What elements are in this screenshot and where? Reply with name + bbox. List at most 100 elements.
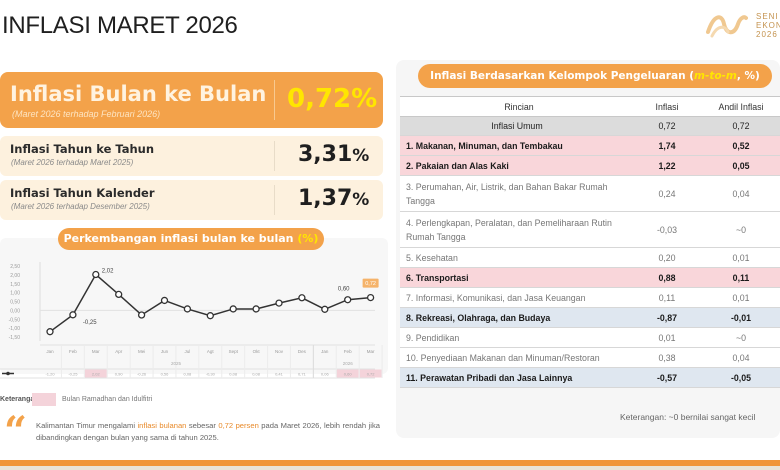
x-tick-label: Sept [229, 349, 239, 354]
x-tick-label: Agt [207, 349, 215, 354]
mom-line-chart: 2,50 2,00 1,50 1,00 0,50 0,00 -0,50 -1,00 -1,50 J… [0, 262, 383, 379]
logo-line-2: EKONO [756, 21, 780, 30]
table-row-general: Inflasi Umum 0,72 0,72 [400, 116, 780, 136]
logo-line-1: SENI [756, 12, 779, 21]
data-label: 0,60 [338, 287, 350, 293]
quote-icon: “ [4, 408, 28, 455]
ytd-subtitle: (Maret 2026 terhadap Desember 2025) [11, 202, 150, 211]
row-name: 11. Perawatan Pribadi dan Jasa Lainnya [400, 367, 632, 388]
highlight-cell [359, 369, 382, 378]
chart-title-unit: (%) [297, 232, 319, 245]
row-name: 5. Kesehatan [400, 247, 632, 268]
data-point [229, 305, 237, 313]
summary-text: Kalimantan Timur mengalami inflasi bulan… [36, 420, 380, 444]
value-cell: 0,41 [275, 372, 284, 377]
row-name: 4. Perlengkapan, Peralatan, dan Pemeliha… [400, 211, 632, 248]
summary-highlight-2: 0,72 persen [218, 421, 259, 430]
logo-line-3: 2026 [756, 30, 778, 39]
x-tick-label: Jan [46, 349, 54, 354]
highlight-cell [336, 369, 359, 378]
value-cell: 0,56 [161, 372, 170, 377]
table-row: 9. Pendidikan 0,01 ~0 [400, 327, 780, 348]
ytd-unit: % [352, 190, 370, 210]
logo-text: SENI EKONO 2026 [756, 12, 780, 39]
y-tick-label: 1,00 [10, 291, 20, 297]
y-tick-label: 2,00 [10, 273, 20, 279]
x-tick-label: Jun [161, 349, 169, 354]
y-tick-label: 1,50 [10, 282, 20, 288]
data-point [321, 305, 329, 313]
row-name: 6. Transportasi [400, 267, 632, 288]
data-label: -0,25 [83, 320, 97, 326]
legend-swatch [32, 393, 56, 406]
table-row: 1. Makanan, Minuman, dan Tembakau 1,74 0,5… [400, 135, 780, 156]
x-tick-label: Okt [253, 349, 261, 354]
row-inflasi: 0,38 [632, 347, 702, 368]
highlight-cell [84, 369, 107, 378]
footer-strip [0, 466, 780, 470]
series-line [49, 273, 371, 333]
row-name: 8. Rekreasi, Olahraga, dan Budaya [400, 307, 632, 328]
ytd-value: 1,37% [298, 186, 369, 211]
x-tick-label: Nov [275, 349, 284, 354]
data-label: 0,72 [365, 281, 376, 287]
year-label: 2026 [343, 361, 354, 366]
value-cell: 0,08 [184, 372, 193, 377]
x-tick-label: Jan [321, 349, 329, 354]
data-point [92, 270, 100, 279]
chart-title-text: Perkembangan inflasi bulan ke bulan [63, 232, 298, 245]
yoy-number: 3,31 [298, 142, 353, 167]
row-inflasi: -0,57 [632, 367, 702, 388]
data-point [46, 328, 54, 336]
mom-inflation-card: Inflasi Bulan ke Bulan (Maret 2026 terha… [0, 72, 383, 128]
value-cell: -1,20 [45, 372, 55, 377]
header-inflasi: Inflasi [632, 96, 702, 117]
table-row: 8. Rekreasi, Olahraga, dan Budaya -0,87 -0… [400, 307, 780, 328]
mom-subtitle: (Maret 2026 terhadap Februari 2026) [12, 109, 161, 119]
row-name: 10. Penyediaan Makanan dan Minuman/Resto… [400, 347, 632, 368]
divider [274, 80, 275, 120]
yoy-subtitle: (Maret 2026 terhadap Maret 2025) [11, 158, 134, 167]
mom-value: 0,72% [287, 84, 378, 114]
table-title: Inflasi Berdasarkan Kelompok Pengeluaran… [418, 64, 772, 88]
row-andil: 0,05 [702, 155, 780, 176]
table-row: 11. Perawatan Pribadi dan Jasa Lainnya -0… [400, 367, 780, 388]
value-cell: -0,30 [206, 372, 216, 377]
value-cell: 0,06 [321, 372, 330, 377]
value-cell: 2,02 [92, 372, 101, 377]
y-tick-label: 2,50 [10, 264, 20, 270]
y-tick-label: 0,50 [10, 300, 20, 306]
row-inflasi: -0,87 [632, 307, 702, 328]
row-andil: 0,04 [702, 347, 780, 368]
row-name: 1. Makanan, Minuman, dan Tembakau [400, 135, 632, 156]
x-tick-label: Jul [185, 349, 191, 354]
x-tick-label: Mar [367, 349, 375, 354]
table-note: Keterangan: ~0 bernilai sangat kecil [620, 412, 756, 422]
row-name: Inflasi Umum [400, 116, 632, 136]
legend-label: Keterangan: [0, 396, 41, 403]
data-point [275, 299, 283, 307]
page-title: INFLASI MARET 2026 [2, 12, 238, 39]
row-name: 9. Pendidikan [400, 327, 632, 348]
value-cell: -0,26 [137, 372, 147, 377]
legend-text: Bulan Ramadhan dan Idulfitri [62, 396, 153, 403]
row-andil: 0,52 [702, 135, 780, 156]
data-point [206, 312, 214, 320]
summary-highlight-1: inflasi bulanan [137, 421, 187, 430]
value-cell: 0,60 [344, 372, 353, 377]
row-andil: -0,01 [702, 307, 780, 328]
x-tick-label: Feb [69, 349, 77, 354]
value-cell: 0,08 [252, 372, 261, 377]
value-cell: 0,72 [367, 372, 376, 377]
row-name: 2. Pakaian dan Alas Kaki [400, 155, 632, 176]
ytd-label: Inflasi Tahun Kalender [10, 186, 155, 200]
row-andil: -0,05 [702, 367, 780, 388]
data-point [69, 311, 77, 319]
table-header-row: Rincian Inflasi Andil Inflasi [400, 96, 780, 117]
y-tick-label: -0,50 [9, 317, 21, 323]
yoy-inflation-card: Inflasi Tahun ke Tahun (Maret 2026 terha… [0, 136, 383, 176]
series-legend-marker [6, 371, 10, 376]
summary-post: pada Maret 2026, lebih rendah jika diban… [36, 421, 380, 442]
row-andil: 0,04 [702, 175, 780, 212]
